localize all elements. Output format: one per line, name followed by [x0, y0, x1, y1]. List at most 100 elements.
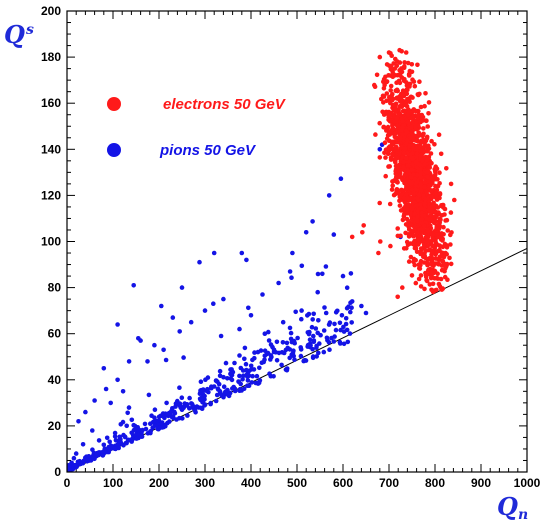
electron-point — [399, 116, 405, 122]
electron-point — [422, 201, 428, 206]
pion-point — [280, 319, 286, 325]
electron-point — [395, 123, 401, 128]
electron-point — [389, 127, 395, 132]
electron-point — [414, 203, 420, 208]
pion-point — [170, 406, 175, 411]
electron-point — [407, 84, 412, 89]
pion-point — [181, 355, 186, 360]
electron-point — [409, 187, 415, 193]
pion-point — [229, 371, 234, 377]
electron-point — [413, 187, 418, 192]
electron-point — [394, 187, 400, 192]
y-tick-label: 140 — [41, 142, 61, 156]
pion-point — [349, 305, 354, 311]
electron-point — [392, 131, 398, 137]
x-tick-label: 1000 — [514, 476, 541, 490]
x-tick-label: 500 — [287, 476, 307, 490]
electron-point — [406, 159, 412, 164]
pion-point — [126, 405, 132, 410]
electron-point — [406, 259, 412, 264]
pion-point — [268, 357, 273, 362]
pion-point — [291, 338, 297, 344]
pion-point — [125, 410, 130, 416]
pion-point — [209, 385, 214, 391]
electron-point — [431, 270, 436, 276]
electron-point — [448, 210, 454, 215]
y-tick-label: 20 — [48, 419, 62, 433]
pion-point — [256, 380, 262, 385]
electron-point — [443, 218, 448, 223]
electron-point — [409, 124, 414, 130]
pion-point — [136, 432, 141, 437]
electron-point — [389, 139, 395, 145]
electron-point — [388, 88, 394, 93]
pion-point — [238, 381, 243, 387]
pion-point — [192, 408, 198, 413]
pion-point — [101, 366, 107, 371]
electron-point — [409, 181, 415, 186]
pion-point — [108, 400, 113, 406]
pion-point — [232, 386, 238, 392]
electron-point — [419, 216, 425, 222]
pion-point — [174, 417, 179, 422]
electron-point — [436, 281, 442, 287]
electron-point — [385, 124, 391, 130]
pion-point — [293, 309, 299, 315]
electron-point — [402, 180, 407, 186]
electron-point — [412, 83, 418, 89]
electron-point — [422, 286, 427, 292]
pion-point — [377, 147, 383, 152]
electron-point — [432, 219, 438, 225]
pion-point — [202, 308, 208, 313]
electron-point — [403, 146, 408, 152]
electron-point — [445, 277, 450, 283]
y-axis-label: Q — [4, 20, 25, 49]
pion-point — [311, 333, 316, 339]
pion-point — [246, 305, 251, 311]
electron-point — [403, 186, 409, 192]
pion-point — [96, 438, 102, 443]
electron-point — [413, 122, 419, 128]
pion-point — [344, 285, 350, 291]
electron-point — [402, 109, 408, 115]
electron-point — [399, 104, 405, 109]
electron-point — [386, 50, 392, 55]
electron-point — [381, 100, 386, 105]
pion-point — [252, 355, 257, 361]
pion-point — [299, 316, 304, 322]
pion-point — [101, 442, 107, 448]
x-tick-label: 400 — [241, 476, 261, 490]
pion-point — [146, 392, 152, 398]
pion-point — [205, 386, 210, 392]
pion-point — [307, 337, 313, 343]
electron-point — [404, 129, 410, 135]
pion-point — [241, 386, 247, 392]
electron-point — [418, 273, 424, 278]
pion-point — [185, 413, 190, 418]
electron-point — [434, 287, 439, 293]
electron-point — [402, 60, 407, 65]
electron-point — [410, 114, 416, 120]
electron-point — [388, 118, 393, 123]
electron-point — [421, 126, 426, 131]
electron-point — [393, 171, 399, 176]
electron-point — [388, 112, 393, 118]
electron-point — [437, 220, 443, 225]
electron-point — [426, 111, 431, 116]
electron-point — [392, 107, 398, 112]
pion-point — [92, 398, 97, 403]
electron-point — [389, 187, 395, 192]
pion-point — [124, 423, 129, 429]
pion-point — [268, 342, 274, 347]
axis-ticks — [66, 10, 528, 473]
electron-point — [377, 120, 383, 126]
electron-point — [418, 156, 423, 162]
pion-point — [298, 345, 304, 350]
electron-point — [381, 94, 386, 99]
pion-point — [338, 176, 344, 181]
pion-point — [237, 326, 242, 332]
pion-point — [136, 336, 141, 341]
electron-point — [426, 267, 431, 273]
pion-point — [123, 440, 129, 446]
electron-point — [439, 267, 445, 273]
